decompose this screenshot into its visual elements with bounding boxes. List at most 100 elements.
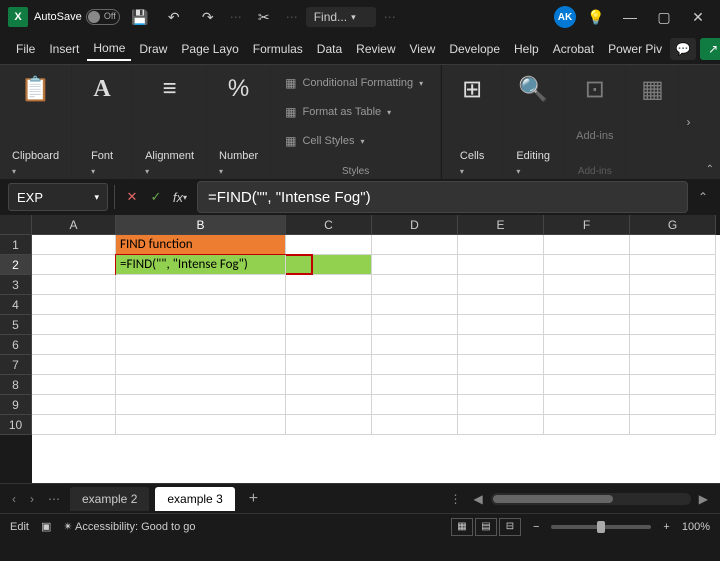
ribbon-group-alignment[interactable]: ≡ Alignment▾ (133, 65, 207, 179)
row-header[interactable]: 3 (0, 275, 32, 295)
menu-data[interactable]: Data (311, 38, 348, 60)
tab-nav-next[interactable]: › (26, 492, 38, 506)
cell[interactable] (32, 335, 116, 355)
select-all-corner[interactable] (0, 215, 32, 235)
user-avatar[interactable]: AK (554, 6, 576, 28)
save-icon[interactable]: 💾 (126, 3, 154, 31)
ribbon-group-clipboard[interactable]: 📋 Clipboard▾ (0, 65, 72, 179)
cell[interactable] (32, 415, 116, 435)
expand-formula-bar-icon[interactable]: ⌃ (694, 190, 712, 204)
cell[interactable] (32, 355, 116, 375)
cell[interactable] (458, 335, 544, 355)
cell[interactable] (32, 375, 116, 395)
cell[interactable] (372, 355, 458, 375)
cell[interactable] (630, 295, 716, 315)
cell[interactable] (286, 275, 372, 295)
ribbon-group-cells[interactable]: ⊞ Cells▾ (442, 65, 503, 179)
menu-file[interactable]: File (10, 38, 41, 60)
ribbon-group-font[interactable]: A Font▾ (72, 65, 133, 179)
menu-review[interactable]: Review (350, 38, 401, 60)
scroll-left-icon[interactable]: ◀ (470, 492, 487, 506)
cell[interactable] (630, 415, 716, 435)
menu-pagelayout[interactable]: Page Layo (175, 38, 244, 60)
cell[interactable] (116, 395, 286, 415)
redo-icon[interactable]: ↷ (194, 3, 222, 31)
cell[interactable] (372, 395, 458, 415)
zoom-slider-thumb[interactable] (597, 521, 605, 533)
cell[interactable] (458, 295, 544, 315)
close-button[interactable]: ✕ (684, 3, 712, 31)
cell[interactable] (286, 315, 372, 335)
cell[interactable] (458, 375, 544, 395)
menu-powerpivot[interactable]: Power Piv (602, 38, 668, 60)
autosave-toggle[interactable]: AutoSave Off (34, 9, 120, 25)
row-header[interactable]: 8 (0, 375, 32, 395)
menu-home[interactable]: Home (87, 37, 131, 61)
tab-nav-menu[interactable]: ⋯ (44, 492, 64, 506)
toggle-switch-icon[interactable]: Off (86, 9, 120, 25)
cell[interactable] (372, 335, 458, 355)
cell[interactable] (372, 375, 458, 395)
cell[interactable] (544, 395, 630, 415)
sheet-tab[interactable]: example 3 (155, 487, 234, 511)
menu-developer[interactable]: Develope (443, 38, 506, 60)
row-header[interactable]: 10 (0, 415, 32, 435)
row-header[interactable]: 7 (0, 355, 32, 375)
cell[interactable] (32, 255, 116, 275)
row-header[interactable]: 2 (0, 255, 32, 275)
cancel-button[interactable]: ✕ (121, 184, 143, 210)
cell[interactable] (372, 255, 458, 275)
fx-button[interactable]: fx▾ (169, 184, 191, 210)
minimize-button[interactable]: — (616, 3, 644, 31)
scroll-menu-icon[interactable]: ⋮ (446, 492, 466, 506)
menu-insert[interactable]: Insert (43, 38, 85, 60)
column-header[interactable]: F (544, 215, 630, 235)
cell[interactable] (544, 315, 630, 335)
cell[interactable] (630, 235, 716, 255)
sheet-tab[interactable]: example 2 (70, 487, 149, 511)
row-header[interactable]: 4 (0, 295, 32, 315)
cell[interactable] (544, 295, 630, 315)
normal-view-button[interactable]: ▦ (451, 518, 473, 536)
undo-icon[interactable]: ↶ (160, 3, 188, 31)
column-header[interactable]: D (372, 215, 458, 235)
maximize-button[interactable]: ▢ (650, 3, 678, 31)
cell[interactable] (372, 295, 458, 315)
cell[interactable] (32, 395, 116, 415)
cell[interactable] (372, 315, 458, 335)
cell[interactable] (630, 315, 716, 335)
cell[interactable] (630, 395, 716, 415)
format-as-table-button[interactable]: ▦Format as Table▾ (285, 102, 391, 122)
cell[interactable] (286, 295, 372, 315)
spreadsheet-grid[interactable]: ABCDEFG 12345678910 FIND function=FIND("… (0, 215, 720, 483)
cell[interactable] (630, 255, 716, 275)
row-header[interactable]: 9 (0, 395, 32, 415)
menu-draw[interactable]: Draw (133, 38, 173, 60)
cell[interactable] (286, 415, 372, 435)
zoom-slider[interactable] (551, 525, 651, 529)
cell[interactable] (286, 235, 372, 255)
row-header[interactable]: 1 (0, 235, 32, 255)
cell[interactable] (458, 355, 544, 375)
cell[interactable] (544, 415, 630, 435)
cell[interactable] (544, 335, 630, 355)
menu-acrobat[interactable]: Acrobat (547, 38, 600, 60)
cell[interactable] (32, 295, 116, 315)
scrollbar-thumb[interactable] (493, 495, 613, 503)
cell[interactable] (116, 275, 286, 295)
zoom-level[interactable]: 100% (682, 521, 710, 533)
cell[interactable] (32, 275, 116, 295)
ribbon-group-more[interactable]: ▦ (626, 65, 679, 179)
cell[interactable] (32, 235, 116, 255)
cell[interactable] (286, 355, 372, 375)
accept-button[interactable]: ✓ (145, 184, 167, 210)
cell[interactable] (372, 235, 458, 255)
formula-input[interactable]: =FIND("", "Intense Fog") (197, 181, 688, 213)
name-box[interactable]: EXP ▾ (8, 183, 108, 211)
column-header[interactable]: C (286, 215, 372, 235)
row-header[interactable]: 6 (0, 335, 32, 355)
cell[interactable] (458, 315, 544, 335)
cell[interactable] (286, 375, 372, 395)
column-header[interactable]: G (630, 215, 716, 235)
page-layout-view-button[interactable]: ▤ (475, 518, 497, 536)
